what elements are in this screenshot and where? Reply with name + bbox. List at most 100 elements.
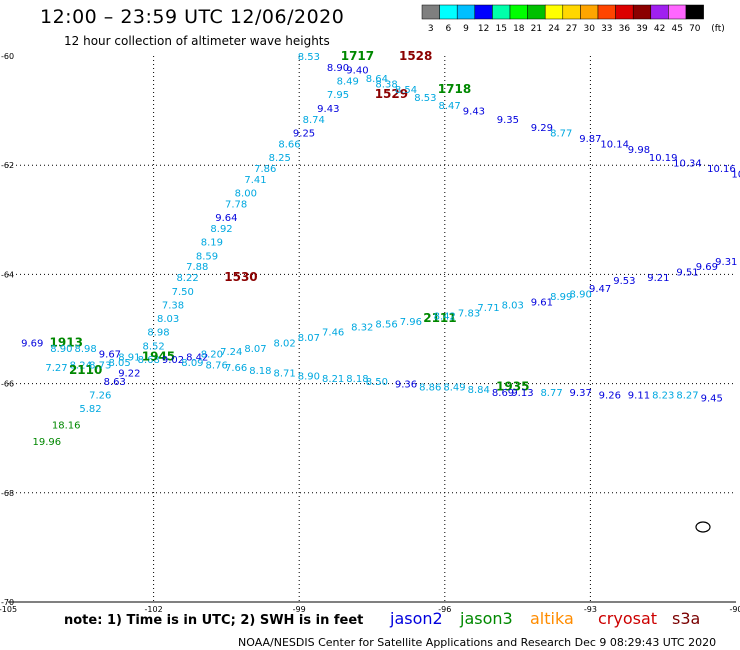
wave-height-value: 8.52 xyxy=(142,341,164,352)
wave-height-value: 7.71 xyxy=(477,303,499,314)
colorbar-label: 39 xyxy=(636,24,648,34)
wave-height-value: 9.11 xyxy=(628,391,650,402)
wave-height-value: 9.35 xyxy=(497,115,519,126)
legend-jason3: jason3 xyxy=(460,609,513,628)
wave-height-value: 8.54 xyxy=(395,85,417,96)
wave-height-value: 8.07 xyxy=(244,344,266,355)
colorbar-label: 30 xyxy=(583,24,595,34)
colorbar-label: 45 xyxy=(671,24,682,34)
wave-height-value: 8.74 xyxy=(303,115,325,126)
wave-height-value: 8.18 xyxy=(249,366,271,377)
colorbar-label: 9 xyxy=(463,24,469,34)
wave-height-value: 10.50 xyxy=(731,169,740,180)
wave-height-value: 10.34 xyxy=(673,158,702,169)
wave-height-value: 8.77 xyxy=(550,128,572,139)
pass-time-label: 1935 xyxy=(496,379,529,393)
wave-height-value: 8.53 xyxy=(298,52,320,63)
wave-height-value: 9.64 xyxy=(215,213,237,224)
wave-height-colorbar: 3 6 9 12 15 18 21 24 27 30 33 36 39 42 45 70 (ft) xyxy=(421,4,725,34)
colorbar-label: 3 xyxy=(428,24,434,34)
wave-height-value: 9.40 xyxy=(346,66,368,77)
wave-height-value: 8.07 xyxy=(298,333,320,344)
wave-height-value: 9.37 xyxy=(570,388,592,399)
wave-height-value: 10.19 xyxy=(649,153,678,164)
wave-height-value: 9.43 xyxy=(317,104,339,115)
pass-time-label: 1718 xyxy=(438,82,471,96)
map-grid xyxy=(8,56,736,603)
wave-height-value: 8.02 xyxy=(274,339,296,350)
colorbar-label: 18 xyxy=(513,24,525,34)
wave-height-value: 9.43 xyxy=(463,107,485,118)
wave-height-value: 8.49 xyxy=(337,77,359,88)
legend-jason2: jason2 xyxy=(390,609,443,628)
wave-height-value: 7.27 xyxy=(45,363,67,374)
wave-height-value: 9.53 xyxy=(613,276,635,287)
wave-height-value: 8.90 xyxy=(327,63,349,74)
map-axis-labels: -105 -102 -99 -96 -93 -90 -60 -62 -64 -66 -68 -70 xyxy=(0,52,740,614)
wave-height-value: 8.47 xyxy=(439,101,461,112)
wave-height-value: 8.42 xyxy=(434,311,456,322)
wave-height-value: 8.21 xyxy=(322,374,344,385)
colorbar-label: 15 xyxy=(495,24,506,34)
page-subtitle: 12 hour collection of altimeter wave hei… xyxy=(64,34,330,48)
colorbar-label: 27 xyxy=(566,24,577,34)
legend-cryosat: cryosat xyxy=(598,609,658,628)
wave-height-value: 8.50 xyxy=(366,377,388,388)
wave-height-value: 8.27 xyxy=(676,391,698,402)
wave-height-value: 8.84 xyxy=(468,385,490,396)
wave-height-value: 8.59 xyxy=(196,251,218,262)
colorbar-label: 36 xyxy=(619,24,631,34)
wave-height-value: 8.23 xyxy=(652,391,674,402)
wave-height-value: 7.38 xyxy=(162,300,184,311)
pass-time-label: 1528 xyxy=(399,49,432,63)
wave-height-value: 9.26 xyxy=(599,391,621,402)
wave-height-value: 8.53 xyxy=(414,93,436,104)
wave-height-value: 7.24 xyxy=(220,347,242,358)
footer-credit: NOAA/NESDIS Center for Satellite Applica… xyxy=(238,636,717,649)
wave-height-value: 8.05 xyxy=(108,358,130,369)
wave-height-value: 8.90 xyxy=(50,344,72,355)
wave-height-value: 9.36 xyxy=(395,380,417,391)
lat-tick-label: -70 xyxy=(1,598,14,607)
wave-height-value: 8.90 xyxy=(570,290,592,301)
colorbar-label: 6 xyxy=(446,24,452,34)
wave-height-value: 7.46 xyxy=(322,328,344,339)
lat-tick-label: -60 xyxy=(1,52,14,61)
wave-height-value: 9.51 xyxy=(676,268,698,279)
pass-time-label: 1530 xyxy=(224,270,257,284)
colorbar-label: 33 xyxy=(601,24,612,34)
wave-height-value: 8.99 xyxy=(550,292,572,303)
wave-height-value: 7.96 xyxy=(400,317,422,328)
wave-height-value: 7.66 xyxy=(225,363,247,374)
wave-height-value: 9.02 xyxy=(162,355,184,366)
wave-height-value: 8.49 xyxy=(443,382,465,393)
island-outline xyxy=(695,521,711,533)
units-note: note: 1) Time is in UTC; 2) SWH is in fe… xyxy=(64,613,364,628)
wave-height-value: 8.00 xyxy=(235,189,257,200)
wave-height-value: 9.61 xyxy=(531,298,553,309)
legend-s3a: s3a xyxy=(672,609,701,628)
wave-height-value: 8.56 xyxy=(375,320,397,331)
wave-height-value: 9.47 xyxy=(589,284,611,295)
lat-tick-label: -62 xyxy=(1,161,14,170)
wave-height-value: 7.26 xyxy=(89,391,111,402)
wave-height-value: 9.98 xyxy=(628,145,650,156)
wave-height-value: 7.78 xyxy=(225,199,247,210)
wave-height-value: 8.18 xyxy=(346,374,368,385)
pass-time-label: 1717 xyxy=(341,49,374,63)
wave-height-value: 10.14 xyxy=(600,139,629,150)
wave-height-value: 8.19 xyxy=(201,238,223,249)
wave-height-value: 8.77 xyxy=(540,388,562,399)
wave-height-value: 18.16 xyxy=(52,421,81,432)
wave-height-value: 8.92 xyxy=(210,224,232,235)
wave-height-value: 9.25 xyxy=(293,128,315,139)
colorbar-label: 42 xyxy=(654,24,665,34)
wave-height-value: 8.38 xyxy=(375,79,397,90)
colorbar-label: 21 xyxy=(531,24,542,34)
lon-tick-label: -96 xyxy=(438,605,451,614)
wave-height-value: 8.90 xyxy=(298,371,320,382)
colorbar-swatch xyxy=(685,4,704,20)
wave-height-value: 8.32 xyxy=(351,322,373,333)
lon-tick-label: -99 xyxy=(293,605,306,614)
